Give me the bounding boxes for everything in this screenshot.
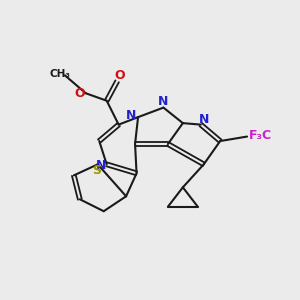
Text: N: N: [125, 109, 136, 122]
Text: N: N: [199, 113, 209, 126]
Text: O: O: [74, 87, 85, 100]
Text: S: S: [92, 164, 101, 177]
Text: N: N: [95, 159, 106, 172]
Text: F₃C: F₃C: [249, 129, 272, 142]
Text: CH₃: CH₃: [49, 69, 70, 79]
Text: N: N: [158, 94, 169, 107]
Text: O: O: [115, 69, 125, 82]
